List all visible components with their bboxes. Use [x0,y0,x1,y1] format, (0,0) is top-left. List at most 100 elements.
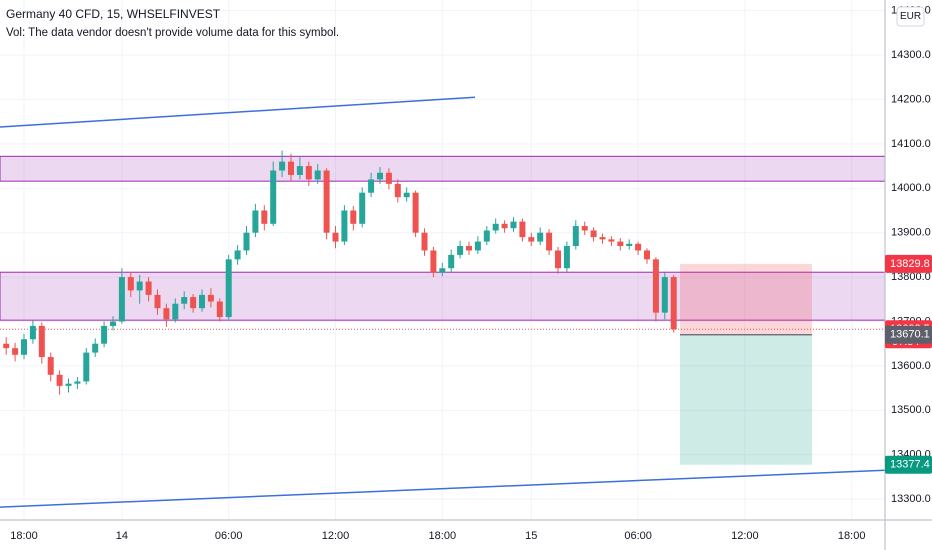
candle-body [172,303,179,320]
candle-body [626,243,633,247]
candle-body [474,241,481,251]
candle-body [385,172,392,184]
candle-body [412,192,419,233]
x-tick-label: 18:00 [838,530,866,542]
candle-body [483,230,490,242]
candle-body [270,170,277,224]
candle-body [110,321,116,326]
candle-body [670,277,677,330]
y-tick-label: 13800.0 [891,271,931,283]
stop-area [680,263,812,335]
candle-body [652,259,659,313]
candle-body [234,250,241,260]
candle-body [252,210,259,233]
candle-body [136,281,143,291]
candle-body [92,343,99,353]
x-tick-label: 14 [116,530,128,542]
candle-body [56,374,63,386]
x-tick-label: 12:00 [322,530,350,542]
candle-body [207,294,214,302]
x-tick-label: 06:00 [624,530,652,542]
x-tick-label: 06:00 [215,530,243,542]
y-tick-label: 14100.0 [891,138,931,150]
candle-body [3,343,10,349]
candle-body [617,241,624,247]
background-layer [0,0,885,520]
y-tick-label: 14200.0 [891,93,931,105]
y-tick-label: 14300.0 [891,49,931,61]
candle-body [457,246,464,255]
candle-body [590,230,597,238]
entry-label: 13670.1 [890,329,930,341]
candle-body [74,381,81,384]
currency-label: EUR [900,11,921,22]
y-tick-label: 13900.0 [891,227,931,239]
candle-body [394,183,401,198]
candle-body [29,325,36,340]
candle-body [279,161,286,171]
candle-body [163,308,170,320]
x-tick-label: 18:00 [429,530,457,542]
candle-body [644,250,650,260]
target-area [680,334,812,465]
candle-body [154,294,161,309]
candle-body [608,239,615,242]
candle-body [145,281,152,295]
candle-body [314,170,321,180]
entry-label-bg [885,325,932,344]
candle-body [341,210,348,242]
candle-body [296,166,303,175]
candle-body [12,348,19,355]
trendline [0,469,886,508]
candle-body [528,237,535,242]
y-tick-label: 13600.0 [891,360,931,372]
candle-body [190,297,197,309]
candle-body [572,226,579,247]
candle-body [38,325,45,358]
candle-body [323,170,330,233]
candle-body [305,166,312,180]
candle-body [599,237,606,240]
candle-body [225,259,232,318]
x-tick-label: 15 [525,530,537,542]
candle-body [83,352,90,382]
y-tick-label: 14000.0 [891,182,931,194]
target-label: 13377.4 [890,459,930,471]
candle-body [101,325,108,344]
target-label-bg [885,455,932,474]
trendline [0,96,476,128]
candle-body [359,192,366,224]
candle-body [635,243,642,251]
candle-body [661,277,668,313]
candle-body [65,383,72,386]
candle-body [581,226,588,231]
candle-body [243,232,250,251]
candle-body [492,223,499,231]
candle-body [421,232,428,251]
volume-note: Vol: The data vendor doesn't provide vol… [6,27,339,39]
chart-title: Germany 40 CFD, 15, WHSELFINVEST [6,7,221,21]
candle-body [127,277,134,291]
candle-body [555,250,561,269]
candle-body [466,246,472,251]
candle-body [332,232,339,242]
stop-label: 13829.8 [890,258,930,270]
x-tick-label: 12:00 [731,530,759,542]
candle-body [519,221,526,238]
candle-body [439,268,446,273]
candle-body [510,221,517,229]
candle-body [261,210,268,224]
y-tick-label: 13300.0 [891,493,931,505]
candle-body [501,223,508,229]
candle-body [546,232,553,251]
candle-body [216,301,223,318]
stop-label-bg [885,254,932,273]
candle-body [350,210,357,224]
candle-body [181,297,188,304]
candle-body [118,277,125,322]
candle-body [368,179,375,193]
candle-body [199,294,205,309]
candle-body [403,192,410,198]
candle-body [563,246,570,269]
